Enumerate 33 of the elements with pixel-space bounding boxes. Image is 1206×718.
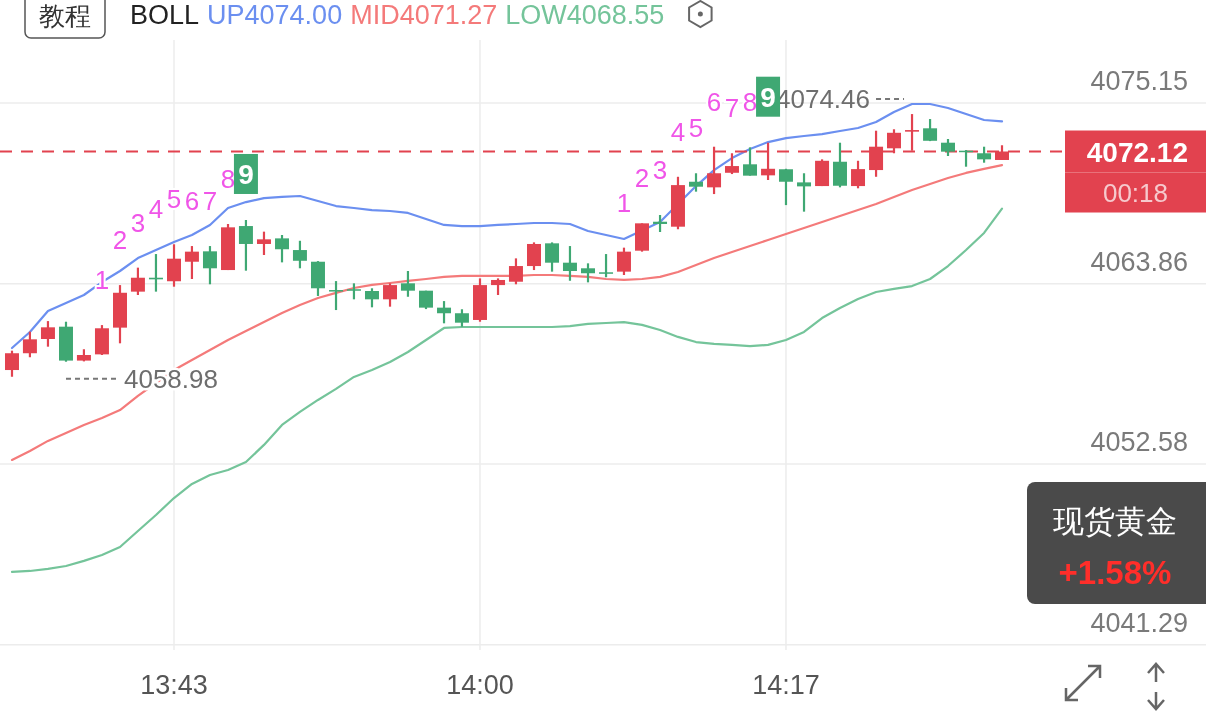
annotation-sequence: 5 xyxy=(688,113,704,144)
y-tick-label: 4052.58 xyxy=(1090,427,1188,458)
legend: BOLL UP4074.00 MID4071.27 LOW4068.55 xyxy=(130,0,713,30)
annotation-sequence: 9 xyxy=(756,76,781,117)
annotation-sequence: 1 xyxy=(616,187,632,218)
ref-line-label: 4072.12 xyxy=(1086,136,1188,168)
annotation: 现货黄金 xyxy=(1053,504,1177,539)
annotation-sequence: 6 xyxy=(184,186,200,217)
annotation-sequence: 7 xyxy=(202,186,218,217)
annotation-sequence: 2 xyxy=(112,225,128,256)
y-tick-label: 4041.29 xyxy=(1090,607,1188,638)
annotation-sequence: 3 xyxy=(130,207,146,238)
annotation: 9 xyxy=(238,158,254,190)
annotation: 9 xyxy=(760,81,776,113)
annotation-sequence: 3 xyxy=(652,155,668,185)
annotation-sequence: 5 xyxy=(166,184,182,215)
legend-title: BOLL xyxy=(130,0,200,30)
y-tick-label: 4063.86 xyxy=(1090,246,1188,277)
x-tick-label: 14:00 xyxy=(446,670,514,700)
annotation: 教程 xyxy=(24,0,106,39)
annotation-sequence: 4 xyxy=(670,116,686,147)
annotation-sequence: 7 xyxy=(724,93,740,124)
annotation-sequence: 8 xyxy=(220,164,236,194)
annotation: +1.58% xyxy=(1058,554,1172,591)
y-tick-label: 4075.15 xyxy=(1090,66,1188,97)
annotation-sequence: 8 xyxy=(742,87,758,118)
annotation-sequence: 6 xyxy=(706,86,722,117)
annotation-sequence: 4 xyxy=(148,194,164,225)
x-tick-label: 14:17 xyxy=(752,670,820,700)
annotation-sequence: 2 xyxy=(634,163,650,194)
annotation: 00:18 xyxy=(1065,172,1206,213)
x-tick-label: 13:43 xyxy=(140,670,208,700)
annotation-sequence: 9 xyxy=(233,154,258,194)
